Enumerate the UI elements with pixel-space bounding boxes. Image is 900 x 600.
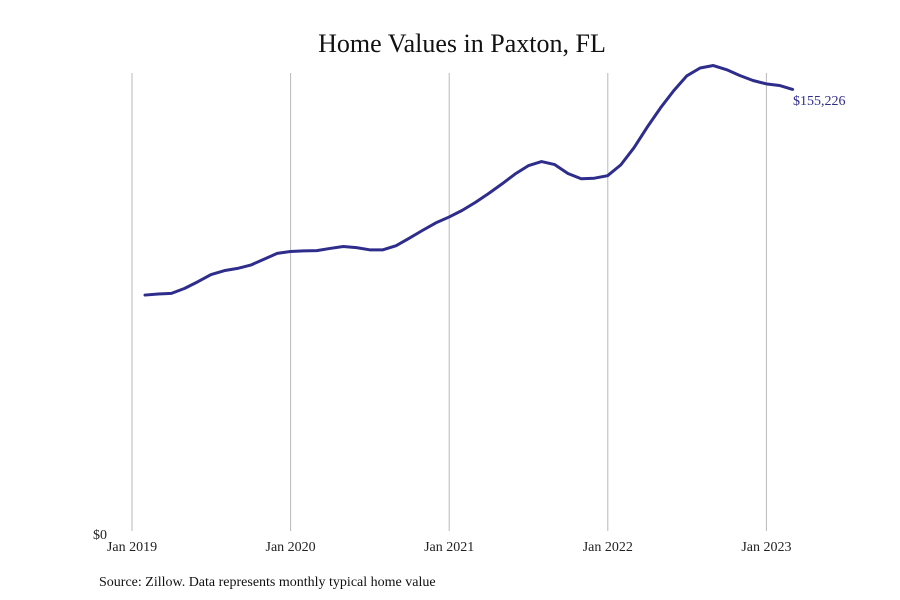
chart-title: Home Values in Paxton, FL bbox=[318, 29, 606, 58]
x-tick-label: Jan 2021 bbox=[424, 540, 474, 555]
y-axis-zero-label: $0 bbox=[93, 528, 107, 543]
grid-layer bbox=[131, 73, 767, 531]
x-tick-label: Jan 2020 bbox=[266, 540, 316, 555]
series-line bbox=[143, 64, 795, 297]
chart-source: Source: Zillow. Data represents monthly … bbox=[99, 575, 436, 590]
x-tick-label: Jan 2022 bbox=[583, 540, 633, 555]
x-tick-label: Jan 2023 bbox=[741, 540, 791, 555]
x-tick-label: Jan 2019 bbox=[107, 540, 157, 555]
end-value-label: $155,226 bbox=[793, 94, 846, 109]
x-axis-ticks: Jan 2019 Jan 2020 Jan 2021 Jan 2022 Jan 2023 bbox=[107, 540, 792, 555]
